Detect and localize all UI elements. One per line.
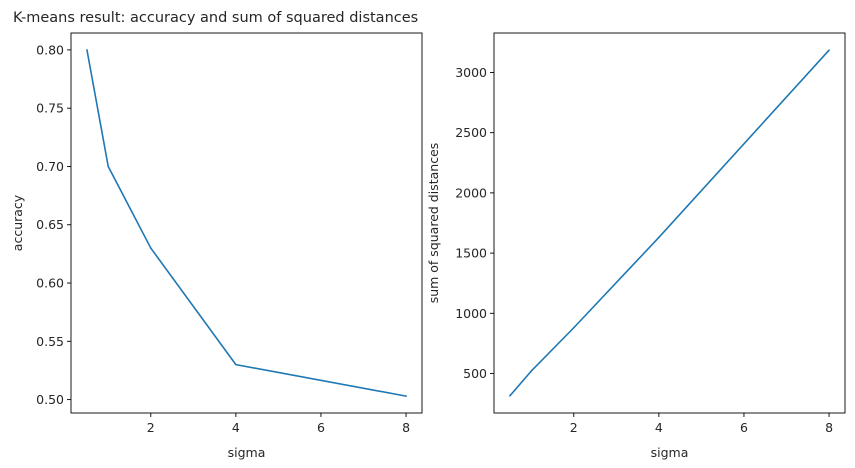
x-tick-label: 4 [655,420,663,435]
data-point [235,363,237,366]
y-tick-label: 1000 [455,306,487,321]
data-point [572,326,575,329]
accuracy-chart: 2 4 6 8 0.50 0.55 0.60 0.65 0.70 0.75 0.80 sigma acc… [10,10,423,460]
y-tick-label: 0.70 [36,159,64,174]
y-tick-label: 0.50 [36,392,64,407]
axes-frame [493,32,846,414]
data-point [107,165,110,168]
y-tick-label: 1500 [455,246,487,261]
x-tick-label: 2 [570,420,578,435]
x-tick-label: 4 [232,420,240,435]
y-tick-label: 0.60 [36,276,64,291]
x-axis-label: sigma [228,445,266,460]
x-tick-label: 6 [317,420,325,435]
y-tick-label: 0.55 [36,334,64,349]
y-tick-label: 0.80 [36,42,64,57]
series-line [509,49,830,397]
data-point [149,247,152,249]
data-point [509,394,511,397]
y-tick-label: 2500 [455,125,487,140]
y-axis-label: sum of squared distances [426,143,441,304]
data-point [530,370,533,372]
data-point [828,49,830,52]
data-point [405,395,407,397]
x-axis-label: sigma [651,445,689,460]
data-point [86,49,88,51]
y-axis-label: accuracy [10,194,25,251]
chart-title: K-means result: accuracy and sum of squa… [13,10,418,26]
squared-distances-chart: 2 4 6 8 500 1000 1500 2000 2500 3000 sigma sum of s… [426,32,846,460]
y-tick-label: 0.75 [36,101,64,116]
axes-frame [70,32,423,414]
x-tick-label: 2 [147,420,155,435]
y-tick-label: 2000 [455,185,487,200]
x-tick-label: 8 [402,420,410,435]
y-tick-label: 0.65 [36,217,64,232]
x-tick-label: 6 [740,420,748,435]
y-tick-label: 3000 [455,65,487,80]
series-line [86,49,407,397]
x-tick-label: 8 [825,420,833,435]
data-point [658,236,660,239]
y-tick-label: 500 [463,366,487,381]
